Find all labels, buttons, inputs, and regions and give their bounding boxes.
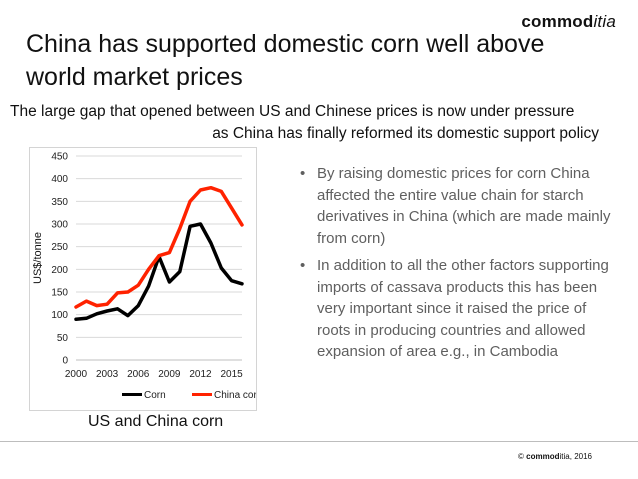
y-tick-label: 0 — [62, 356, 68, 367]
y-axis-label: US$/tonne — [32, 232, 44, 284]
y-tick-label: 100 — [51, 310, 68, 321]
y-tick-label: 300 — [51, 220, 68, 231]
bullet-item: • In addition to all the other factors su… — [300, 255, 622, 363]
x-tick-label: 2015 — [221, 369, 244, 380]
y-tick-label: 50 — [57, 333, 69, 344]
x-tick-label: 2012 — [189, 369, 212, 380]
footer-copyright: © commoditia, 2016 — [518, 452, 592, 461]
price-chart-svg: 0 50 100 150 200 250 300 350 400 450 2000 2003 2006 2… — [32, 152, 256, 402]
y-tick-label: 400 — [51, 174, 68, 185]
x-tick-label: 2000 — [65, 369, 88, 380]
footer-divider — [0, 441, 638, 442]
y-tick-label: 150 — [51, 288, 68, 299]
china-corn-series-line — [74, 185, 244, 309]
y-tick-label: 250 — [51, 242, 68, 253]
bullet-glyph: • — [300, 257, 306, 274]
china-corn-legend-label: China corn — [214, 390, 256, 401]
bullet-text: By raising domestic prices for corn Chin… — [317, 165, 611, 247]
x-tick-label: 2009 — [158, 369, 181, 380]
bullet-list: • By raising domestic prices for corn Chi… — [300, 163, 622, 369]
subtitle-line-2: as China has finally reformed its domest… — [212, 125, 599, 142]
corn-legend-label: Corn — [144, 390, 166, 401]
slide-title: China has supported domestic corn well a… — [26, 30, 545, 91]
subtitle-line-1: The large gap that opened between US and… — [10, 103, 575, 120]
slide-subtitle: The large gap that opened between US and… — [10, 101, 610, 145]
y-tick-label: 450 — [51, 152, 68, 163]
x-tick-label: 2003 — [96, 369, 119, 380]
price-chart: 0 50 100 150 200 250 300 350 400 450 2000 2003 2006 2… — [29, 147, 257, 411]
bullet-item: • By raising domestic prices for corn Chi… — [300, 163, 622, 249]
x-tick-label: 2006 — [127, 369, 150, 380]
bullet-text: In addition to all the other factors sup… — [317, 257, 609, 360]
y-tick-label: 350 — [51, 197, 68, 208]
y-tick-label: 200 — [51, 265, 68, 276]
brand-logo: commoditia — [521, 12, 616, 31]
chart-caption: US and China corn — [88, 413, 224, 430]
bullet-glyph: • — [300, 165, 306, 182]
